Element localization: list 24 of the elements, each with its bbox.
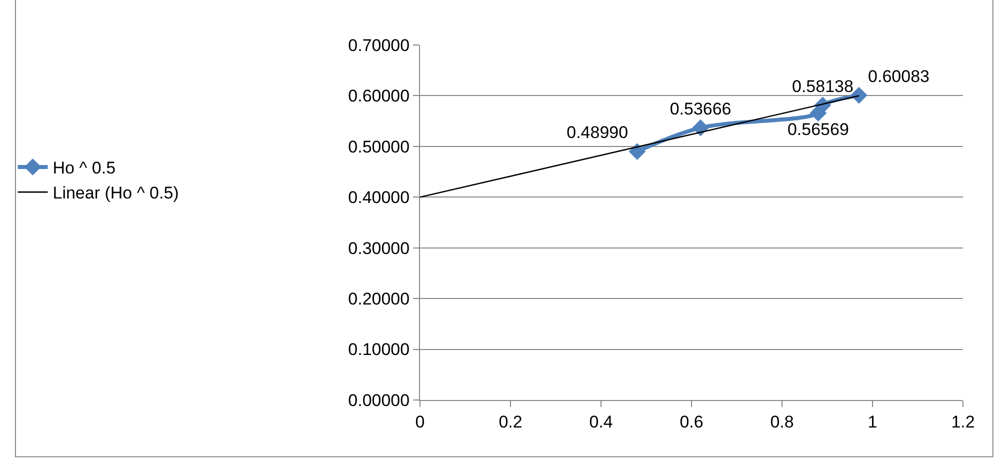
x-tick-label: 0.8: [770, 412, 794, 432]
data-label: 0.56569: [787, 120, 849, 139]
y-tick-label: 0.70000: [348, 36, 410, 55]
data-label: 0.53666: [670, 99, 732, 118]
data-label: 0.60083: [868, 66, 930, 86]
y-tick-label: 0.50000: [348, 137, 410, 156]
legend-label: Ho ^ 0.5: [52, 158, 116, 178]
y-tick-label: 0.00000: [348, 390, 410, 410]
x-tick-label: 0: [415, 412, 425, 432]
x-tick-label: 1.2: [951, 412, 975, 432]
x-tick-label: 1: [868, 412, 878, 432]
y-tick-label: 0.60000: [348, 86, 410, 106]
point: [692, 119, 709, 136]
x-tick-label: 0.2: [498, 412, 522, 432]
data-label: 0.58138: [792, 76, 854, 96]
y-tick-label: 0.20000: [348, 290, 410, 309]
y-tick-label: 0.30000: [348, 238, 410, 258]
y-tick-label: 0.40000: [348, 188, 410, 208]
x-tick-label: 0.4: [589, 412, 613, 432]
y-tick-label: 0.10000: [348, 340, 410, 360]
legend-label: Linear (Ho ^ 0.5): [52, 184, 179, 203]
x-tick-label: 0.6: [680, 412, 704, 432]
point: [628, 143, 646, 160]
data-label: 0.48990: [566, 123, 628, 142]
